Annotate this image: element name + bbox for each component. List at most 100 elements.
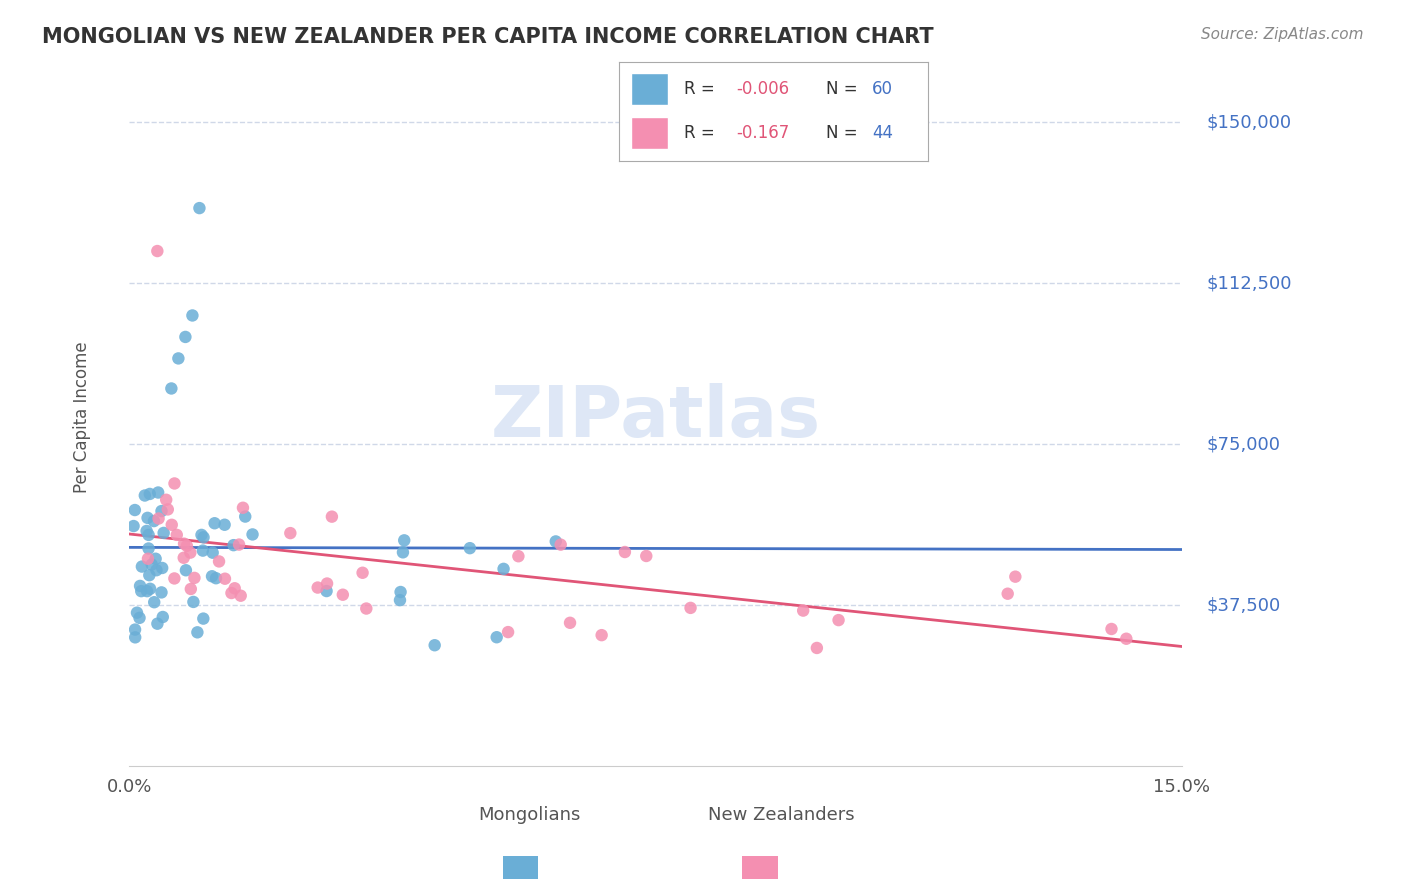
Point (806, 640, 828, 655)
Point (145, 563, 167, 577)
Point (188, 201, 211, 215)
Point (160, 517, 183, 532)
Point (492, 562, 515, 576)
Text: New Zealanders: New Zealanders (709, 806, 855, 824)
Point (613, 545, 636, 559)
Point (636, 549, 658, 563)
Point (174, 563, 197, 577)
Point (138, 528, 160, 542)
Text: $75,000: $75,000 (1206, 435, 1281, 453)
Point (214, 572, 236, 586)
Point (173, 550, 195, 565)
Text: $150,000: $150,000 (1206, 113, 1291, 131)
Point (307, 581, 329, 595)
Point (591, 628, 613, 642)
Point (228, 538, 250, 552)
Point (124, 623, 146, 637)
Point (160, 382, 183, 396)
Text: $112,500: $112,500 (1206, 274, 1292, 293)
Point (136, 511, 159, 525)
Point (544, 534, 567, 549)
Point (150, 561, 173, 575)
Point (222, 538, 245, 552)
Text: N =: N = (825, 124, 863, 142)
Point (125, 606, 148, 620)
Point (136, 584, 159, 599)
Point (156, 502, 179, 516)
Point (138, 541, 160, 556)
Point (122, 519, 145, 533)
Point (229, 589, 252, 603)
Point (204, 516, 226, 531)
Point (146, 485, 169, 500)
Point (233, 509, 256, 524)
Point (180, 582, 202, 596)
Point (321, 509, 343, 524)
Point (181, 309, 204, 323)
Point (176, 539, 198, 553)
Point (128, 611, 150, 625)
Point (183, 595, 205, 609)
Point (139, 487, 162, 501)
Text: Per Capita Income: Per Capita Income (73, 342, 91, 493)
Point (508, 549, 530, 564)
Point (550, 538, 572, 552)
Point (388, 593, 411, 607)
Point (485, 630, 508, 644)
Point (129, 584, 152, 599)
Point (124, 503, 146, 517)
Text: Mongolians: Mongolians (478, 806, 581, 824)
Text: Source: ZipAtlas.com: Source: ZipAtlas.com (1201, 27, 1364, 42)
Point (214, 517, 236, 532)
Point (152, 525, 174, 540)
Point (827, 613, 849, 627)
Point (190, 528, 212, 542)
Point (193, 612, 215, 626)
FancyBboxPatch shape (631, 73, 668, 104)
Point (131, 559, 153, 574)
FancyBboxPatch shape (631, 118, 668, 149)
Point (316, 576, 339, 591)
Point (186, 625, 208, 640)
Point (792, 604, 814, 618)
Point (242, 527, 264, 541)
Point (136, 551, 159, 566)
Point (496, 625, 519, 640)
Point (394, 533, 416, 548)
Point (163, 476, 186, 491)
Point (997, 587, 1019, 601)
Point (1101, 622, 1123, 636)
Point (224, 581, 246, 595)
Point (173, 536, 195, 550)
Point (124, 631, 146, 645)
Point (193, 530, 215, 544)
Point (458, 541, 481, 556)
Point (139, 582, 162, 596)
Point (146, 616, 169, 631)
Point (356, 601, 378, 615)
Point (141, 558, 163, 572)
Text: $37,500: $37,500 (1206, 597, 1281, 615)
Point (558, 615, 581, 630)
Text: N =: N = (825, 80, 863, 98)
Point (191, 543, 214, 558)
Point (143, 595, 166, 609)
Point (278, 526, 301, 541)
Text: ZIPatlas: ZIPatlas (491, 383, 821, 452)
Point (183, 571, 205, 585)
Point (205, 571, 228, 585)
Point (150, 585, 173, 599)
Text: R =: R = (683, 80, 720, 98)
Point (146, 244, 169, 258)
Point (315, 584, 337, 599)
Point (201, 546, 224, 560)
Point (423, 638, 446, 652)
Point (135, 524, 157, 538)
Point (232, 500, 254, 515)
Text: 60: 60 (872, 80, 893, 98)
Point (1004, 569, 1026, 583)
Text: 44: 44 (872, 124, 893, 142)
Point (201, 569, 224, 583)
Text: R =: R = (683, 124, 720, 142)
Point (332, 588, 354, 602)
